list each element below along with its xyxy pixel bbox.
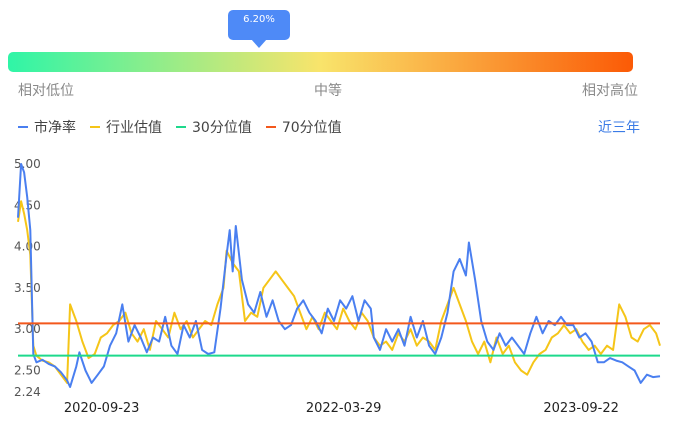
plot-lines <box>17 163 661 388</box>
percentile-value: 6.20% <box>243 14 275 25</box>
legend-swatch-p30 <box>176 126 186 128</box>
pb-series-line <box>17 163 661 388</box>
legend-item-pb[interactable]: 市净率 <box>18 117 76 137</box>
time-range-selector[interactable]: 近三年 <box>598 120 640 136</box>
gauge-label-high: 相对高位 <box>582 83 638 99</box>
y-tick-label: 4.00 <box>14 240 41 254</box>
legend-label-p70: 70分位值 <box>281 120 342 136</box>
y-tick-label: 2.24 <box>14 385 41 399</box>
y-tick-label: 3.00 <box>14 322 41 336</box>
x-axis: 2020-09-23 2022-03-29 2023-09-22 <box>64 401 619 416</box>
legend-swatch-industry <box>90 126 100 128</box>
x-tick-label: 2020-09-23 <box>64 401 140 416</box>
legend-item-p70[interactable]: 70分位值 <box>265 117 342 137</box>
y-tick-label: 3.50 <box>14 281 41 295</box>
legend-label-p30: 30分位值 <box>192 120 252 136</box>
legend-item-p30[interactable]: 30分位值 <box>176 117 252 137</box>
gauge-label-low: 相对低位 <box>18 83 74 99</box>
legend-label-pb: 市净率 <box>34 120 76 136</box>
x-tick-label: 2023-09-22 <box>543 401 619 416</box>
legend-label-industry: 行业估值 <box>106 120 162 136</box>
legend-item-industry[interactable]: 行业估值 <box>90 117 162 137</box>
gauge-label-mid: 中等 <box>314 83 342 99</box>
y-tick-label: 2.50 <box>14 364 41 378</box>
x-tick-label: 2022-03-29 <box>306 401 382 416</box>
percentile-bubble: 6.20% <box>228 10 290 48</box>
valuation-gauge-bar <box>8 52 633 72</box>
legend-swatch-pb <box>18 126 28 128</box>
industry-series-line <box>17 200 661 384</box>
chart-legend: 市净率 行业估值 30分位值 70分位值 <box>18 117 342 137</box>
y-tick-label: 5.00 <box>14 157 41 171</box>
legend-swatch-p70 <box>265 126 276 128</box>
